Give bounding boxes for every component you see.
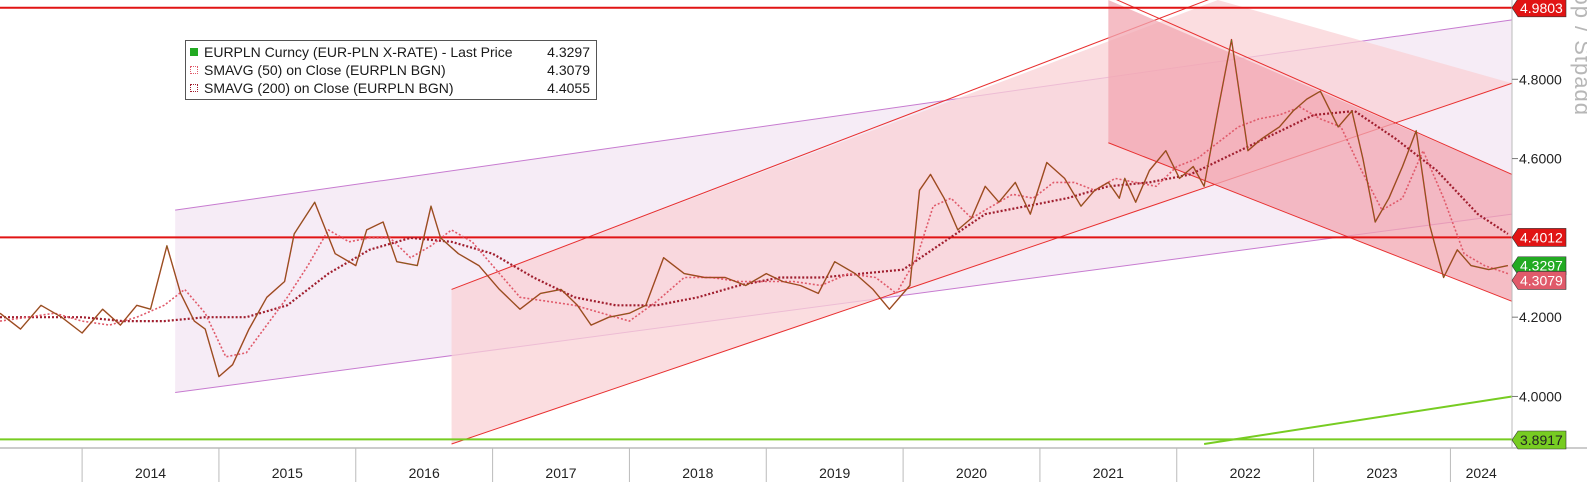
price-label-text-0: 4.9803 — [1520, 0, 1563, 16]
legend-label: SMAVG (50) on Close (EURPLN BGN) — [204, 62, 446, 78]
x-tick-label-4: 2018 — [682, 465, 713, 481]
price-label-text-1: 4.4012 — [1520, 229, 1563, 245]
price-label-box-0 — [1511, 0, 1567, 18]
price-label-text-4: 3.8917 — [1520, 432, 1563, 448]
y-axis-title: Loop / Stpadd — [1570, 0, 1587, 116]
legend-row-smavg-50: SMAVG (50) on Close (EURPLN BGN) 4.3079 — [190, 61, 590, 79]
trend-line-0 — [1203, 395, 1513, 446]
channel-upper-1 — [451, 0, 1209, 290]
channel-upper-2 — [1116, 0, 1513, 175]
y-tick-label-4: 4.8000 — [1519, 71, 1562, 87]
x-axis: 2014 2015 2016 2017 2018 2019 2020 2021 2022 2023… — [0, 447, 1587, 482]
x-tick-label-8: 2022 — [1230, 465, 1261, 481]
legend-row-last-price: EURPLN Curncy (EUR-PLN X-RATE) - Last Pr… — [190, 43, 590, 61]
x-tick-label-3: 2017 — [545, 465, 576, 481]
series-line-1 — [0, 106, 1509, 358]
legend-value: 4.3297 — [547, 44, 590, 60]
price-label-box-3 — [1511, 271, 1567, 290]
price-label-box-4 — [1511, 430, 1567, 450]
legend-swatch-smavg-200 — [190, 84, 198, 92]
legend-swatch-last-price — [190, 48, 198, 56]
legend-label: EURPLN Curncy (EUR-PLN X-RATE) - Last Pr… — [204, 44, 513, 60]
legend-swatch-smavg-50 — [190, 66, 198, 74]
y-tick-label-1: 4.2000 — [1519, 309, 1562, 325]
y-tick-label-0: 4.0000 — [1519, 388, 1562, 404]
horizontal-levels — [0, 6, 1512, 441]
price-label-text-3: 4.3079 — [1520, 272, 1563, 288]
legend-label: SMAVG (200) on Close (EURPLN BGN) — [204, 80, 454, 96]
x-tick-label-10: 2024 — [1466, 465, 1497, 481]
chart-legend[interactable]: EURPLN Curncy (EUR-PLN X-RATE) - Last Pr… — [185, 40, 597, 100]
legend-value: 4.3079 — [547, 62, 590, 78]
legend-value: 4.4055 — [547, 80, 590, 96]
series-line-0-overlay — [0, 39, 1508, 378]
channel-fill-2 — [1108, 0, 1512, 302]
trend-lines — [1203, 395, 1513, 446]
x-tick-label-2: 2016 — [409, 465, 440, 481]
x-tick-label-7: 2021 — [1093, 465, 1124, 481]
price-label-text-2: 4.3297 — [1520, 258, 1563, 274]
x-tick-label-9: 2023 — [1366, 465, 1397, 481]
x-tick-label-5: 2019 — [819, 465, 850, 481]
x-tick-label-1: 2015 — [272, 465, 303, 481]
price-series — [0, 38, 1509, 378]
x-tick-label-0: 2014 — [135, 465, 166, 481]
series-line-2 — [0, 109, 1509, 323]
y-tick-label-3: 4.6000 — [1519, 151, 1562, 167]
legend-row-smavg-200: SMAVG (200) on Close (EURPLN BGN) 4.4055 — [190, 79, 590, 97]
price-label-box-1 — [1511, 228, 1567, 247]
x-tick-label-6: 2020 — [956, 465, 987, 481]
